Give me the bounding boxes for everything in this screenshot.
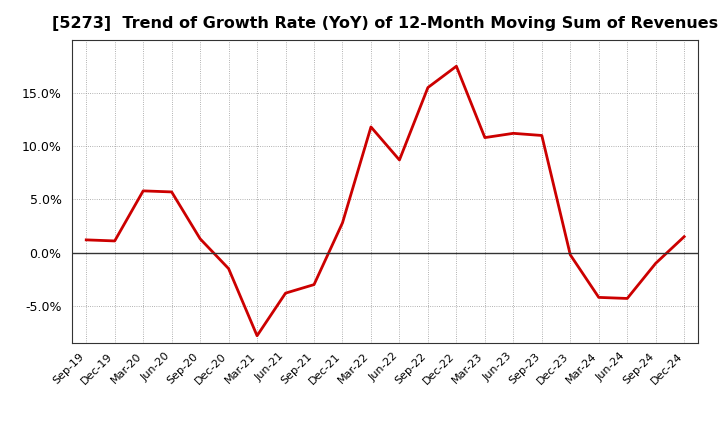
Title: [5273]  Trend of Growth Rate (YoY) of 12-Month Moving Sum of Revenues: [5273] Trend of Growth Rate (YoY) of 12-… [52, 16, 719, 32]
